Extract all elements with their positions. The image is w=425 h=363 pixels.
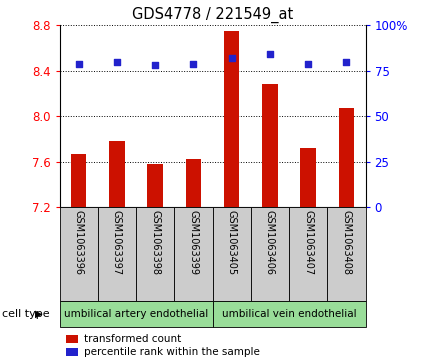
Point: [266, 52, 273, 57]
Text: GSM1063408: GSM1063408: [341, 210, 351, 275]
Bar: [262, 85, 278, 207]
Text: GSM1063397: GSM1063397: [112, 210, 122, 275]
Bar: [327, 207, 366, 301]
Bar: [71, 154, 86, 207]
Bar: [136, 207, 174, 301]
Bar: [65, 335, 78, 343]
Point: [228, 55, 235, 61]
Text: umbilical artery endothelial: umbilical artery endothelial: [64, 309, 208, 319]
Point: [113, 59, 120, 65]
Bar: [60, 301, 212, 327]
Bar: [289, 207, 327, 301]
Text: GSM1063399: GSM1063399: [188, 210, 198, 275]
Bar: [186, 159, 201, 207]
Text: ▶: ▶: [35, 309, 43, 319]
Point: [343, 59, 350, 65]
Text: percentile rank within the sample: percentile rank within the sample: [84, 347, 260, 358]
Text: GSM1063405: GSM1063405: [227, 210, 237, 275]
Bar: [224, 31, 239, 207]
Text: GSM1063398: GSM1063398: [150, 210, 160, 275]
Text: cell type: cell type: [2, 309, 50, 319]
Point: [75, 61, 82, 66]
Text: GSM1063407: GSM1063407: [303, 210, 313, 275]
Bar: [60, 207, 98, 301]
Bar: [300, 148, 316, 207]
Point: [190, 61, 197, 66]
Bar: [212, 301, 366, 327]
Bar: [147, 164, 163, 207]
Bar: [339, 108, 354, 207]
Text: transformed count: transformed count: [84, 334, 181, 344]
Bar: [98, 207, 136, 301]
Text: umbilical vein endothelial: umbilical vein endothelial: [222, 309, 356, 319]
Point: [305, 61, 312, 66]
Bar: [212, 207, 251, 301]
Bar: [65, 348, 78, 356]
Bar: [109, 141, 125, 207]
Text: GSM1063396: GSM1063396: [74, 210, 84, 275]
Title: GDS4778 / 221549_at: GDS4778 / 221549_at: [132, 7, 293, 23]
Point: [152, 62, 159, 68]
Bar: [251, 207, 289, 301]
Bar: [174, 207, 212, 301]
Text: GSM1063406: GSM1063406: [265, 210, 275, 275]
